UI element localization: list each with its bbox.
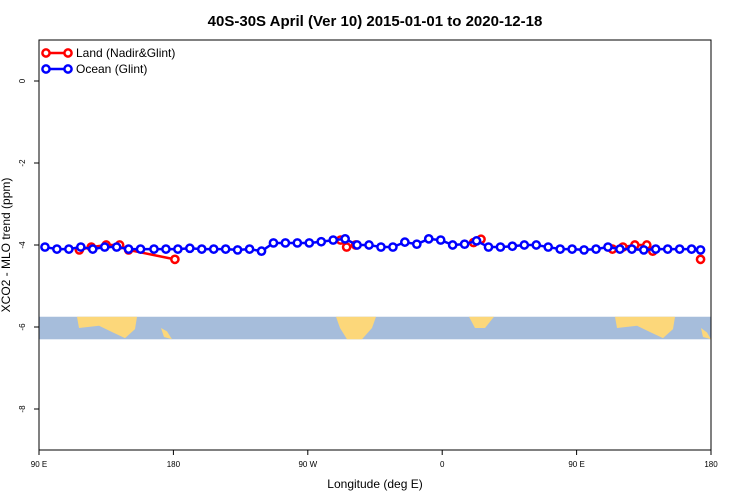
data-point bbox=[519, 240, 530, 250]
legend-marker bbox=[63, 48, 73, 58]
data-point bbox=[543, 242, 554, 252]
data-point bbox=[471, 236, 482, 246]
data-point bbox=[75, 242, 86, 252]
data-point bbox=[304, 238, 315, 248]
data-point bbox=[695, 254, 706, 265]
y-tick-label: -4 bbox=[18, 241, 27, 249]
data-point bbox=[232, 245, 243, 255]
data-point bbox=[615, 244, 625, 254]
data-point bbox=[256, 246, 267, 256]
map-ocean bbox=[39, 316, 711, 340]
x-axis-label: Longitude (deg E) bbox=[327, 477, 422, 491]
data-point bbox=[220, 244, 231, 254]
data-point bbox=[411, 239, 422, 250]
data-point bbox=[352, 240, 362, 250]
data-point bbox=[292, 238, 303, 248]
data-point bbox=[184, 243, 195, 254]
map-land-australia-repeat bbox=[615, 316, 675, 339]
data-point bbox=[149, 244, 159, 254]
x-tick-label: 0 bbox=[440, 460, 445, 469]
series-ocean bbox=[40, 234, 706, 256]
data-point bbox=[447, 240, 458, 250]
data-point bbox=[674, 244, 685, 254]
legend-label: Land (Nadir&Glint) bbox=[76, 46, 175, 60]
data-point bbox=[316, 236, 327, 247]
y-tick-label: -6 bbox=[18, 323, 27, 331]
legend-marker bbox=[41, 48, 51, 58]
map-land-new-zealand-repeat bbox=[701, 328, 711, 340]
data-point bbox=[161, 244, 171, 254]
data-point bbox=[123, 244, 134, 254]
data-point bbox=[638, 245, 649, 255]
data-point bbox=[686, 244, 697, 254]
data-point bbox=[52, 244, 62, 254]
data-point bbox=[423, 234, 434, 244]
data-point bbox=[650, 244, 661, 254]
data-point bbox=[99, 242, 110, 252]
map-land-south-america bbox=[336, 316, 376, 340]
y-tick-label: -8 bbox=[18, 405, 27, 413]
chart-title: 40S-30S April (Ver 10) 2015-01-01 to 202… bbox=[208, 13, 543, 30]
data-point bbox=[388, 242, 398, 252]
data-point bbox=[459, 239, 470, 250]
data-point bbox=[196, 244, 207, 254]
data-point bbox=[173, 244, 183, 254]
x-tick-label: 90 E bbox=[568, 460, 584, 469]
map-land-new-zealand bbox=[161, 328, 172, 340]
map-band bbox=[39, 316, 711, 340]
data-point bbox=[579, 245, 589, 255]
data-point bbox=[135, 244, 146, 254]
data-point bbox=[244, 244, 255, 254]
y-tick-label: -2 bbox=[18, 159, 27, 167]
data-point bbox=[435, 235, 446, 245]
data-point bbox=[64, 244, 74, 254]
y-tick-label: 0 bbox=[18, 78, 27, 83]
data-point bbox=[268, 238, 279, 248]
y-axis-label: XCO2 - MLO trend (ppm) bbox=[0, 178, 13, 313]
legend: Land (Nadir&Glint) Ocean (Glint) bbox=[41, 46, 175, 76]
series-layer bbox=[40, 234, 706, 265]
x-tick-label: 180 bbox=[704, 460, 718, 469]
data-point bbox=[208, 244, 219, 254]
legend-marker bbox=[63, 64, 73, 74]
map-land-africa bbox=[469, 316, 494, 329]
legend-marker bbox=[41, 64, 51, 74]
x-tick-label: 90 W bbox=[298, 460, 317, 469]
data-point bbox=[483, 242, 494, 252]
data-point bbox=[364, 240, 374, 250]
data-point bbox=[627, 244, 637, 254]
data-point bbox=[495, 242, 506, 252]
data-point bbox=[695, 245, 706, 255]
data-point bbox=[40, 242, 50, 252]
data-point bbox=[170, 254, 180, 265]
data-point bbox=[567, 244, 577, 254]
axes: 90 E 180 90 W 0 90 E 180 0 -2 -4 -6 -8 bbox=[18, 39, 718, 469]
x-tick-label: 180 bbox=[167, 460, 181, 469]
legend-label: Ocean (Glint) bbox=[76, 62, 147, 76]
data-point bbox=[111, 242, 122, 252]
data-point bbox=[400, 237, 410, 247]
data-point bbox=[328, 235, 339, 245]
map-land-australia bbox=[77, 316, 137, 339]
data-point bbox=[591, 244, 601, 254]
data-point bbox=[531, 240, 542, 250]
data-point bbox=[662, 244, 673, 254]
x-tick-label: 90 E bbox=[31, 460, 47, 469]
data-point bbox=[555, 244, 566, 254]
data-point bbox=[87, 244, 98, 254]
data-point bbox=[340, 234, 350, 244]
data-point bbox=[341, 242, 352, 252]
data-point bbox=[507, 241, 518, 252]
data-point bbox=[603, 242, 613, 252]
data-point bbox=[280, 238, 291, 248]
data-point bbox=[376, 242, 386, 252]
